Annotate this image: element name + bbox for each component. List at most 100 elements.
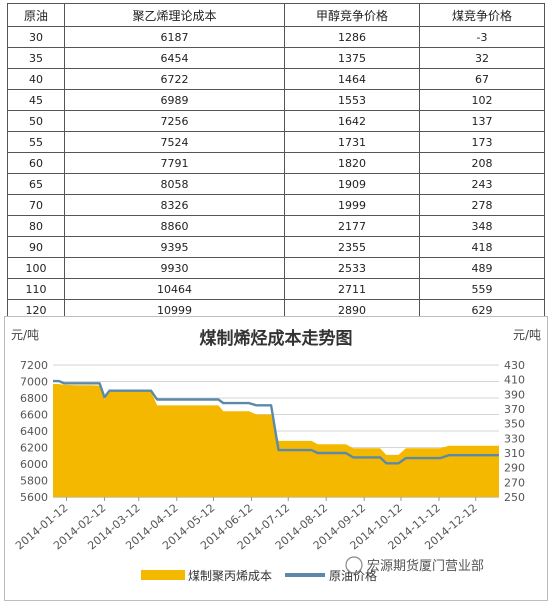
table-cell: 102: [419, 89, 545, 111]
table-cell: 10464: [64, 278, 285, 300]
column-header: 煤竞争价格: [419, 3, 545, 27]
table-row: 60 7791 1820 208: [7, 152, 545, 174]
table-cell: 65: [7, 173, 65, 195]
table-cell: 137: [419, 110, 545, 132]
table-cell: 418: [419, 236, 545, 258]
legend-label-crude: 原油价格: [329, 568, 377, 583]
y-left-tick-label: 6200: [20, 442, 48, 455]
y-left-tick-label: 5800: [20, 475, 48, 488]
table-cell: 6454: [64, 47, 285, 69]
table-header-row: 原油 聚乙烯理论成本 甲醇竞争价格 煤竞争价格: [7, 3, 545, 27]
cost-trend-chart: 煤制烯烃成本走势图 元/吨 元/吨 5600 5800 6000 6200 6400 66…: [4, 316, 548, 601]
y-left-tick-label: 6000: [20, 458, 48, 471]
table-cell: 6722: [64, 68, 285, 90]
cost-table-container: 原油 聚乙烯理论成本 甲醇竞争价格 煤竞争价格 30 6187 1286 -3 35 64…: [7, 3, 545, 321]
table-row: 45 6989 1553 102: [7, 89, 545, 111]
table-cell: 1909: [284, 173, 420, 195]
table-cell: 40: [7, 68, 65, 90]
table-cell: 1286: [284, 26, 420, 48]
table-cell: 35: [7, 47, 65, 69]
legend-label-coal-pp: 煤制聚丙烯成本: [188, 569, 272, 583]
table-cell: 9930: [64, 257, 285, 279]
table-cell: 30: [7, 26, 65, 48]
chart-canvas: 煤制烯烃成本走势图 元/吨 元/吨 5600 5800 6000 6200 6400 66…: [11, 328, 541, 583]
table-row: 55 7524 1731 173: [7, 131, 545, 153]
y-right-tick-label: 310: [504, 447, 525, 460]
table-cell: 1375: [284, 47, 420, 69]
table-cell: 2711: [284, 278, 420, 300]
table-cell: 243: [419, 173, 545, 195]
y-right-tick-label: 390: [504, 388, 525, 401]
table-row: 80 8860 2177 348: [7, 215, 545, 237]
table-cell: 45: [7, 89, 65, 111]
table-cell: 173: [419, 131, 545, 153]
y-left-tick-label: 6600: [20, 409, 48, 422]
table-cell: 559: [419, 278, 545, 300]
table-row: 70 8326 1999 278: [7, 194, 545, 216]
table-cell: 1464: [284, 68, 420, 90]
left-axis-unit: 元/吨: [11, 328, 39, 342]
y-right-tick-label: 370: [504, 403, 525, 416]
y-right-tick-label: 270: [504, 476, 525, 489]
table-cell: 7256: [64, 110, 285, 132]
table-cell: 110: [7, 278, 65, 300]
table-cell: 208: [419, 152, 545, 174]
right-axis-unit: 元/吨: [513, 328, 541, 342]
table-cell: 8860: [64, 215, 285, 237]
table-cell: 1553: [284, 89, 420, 111]
legend-swatch-crude: [285, 573, 325, 577]
watermark: 宏源期货厦门营业部: [345, 556, 484, 574]
table-cell: 489: [419, 257, 545, 279]
table-cell: 55: [7, 131, 65, 153]
table-cell: 70: [7, 194, 65, 216]
table-row: 40 6722 1464 67: [7, 68, 545, 90]
table-cell: 8326: [64, 194, 285, 216]
table-cell: 348: [419, 215, 545, 237]
cost-table: 原油 聚乙烯理论成本 甲醇竞争价格 煤竞争价格 30 6187 1286 -3 35 64…: [7, 3, 545, 321]
table-cell: -3: [419, 26, 545, 48]
table-cell: 2177: [284, 215, 420, 237]
table-cell: 50: [7, 110, 65, 132]
table-row: 35 6454 1375 32: [7, 47, 545, 69]
y-left-tick-label: 6800: [20, 392, 48, 405]
table-row: 65 8058 1909 243: [7, 173, 545, 195]
table-cell: 1642: [284, 110, 420, 132]
table-cell: 7524: [64, 131, 285, 153]
table-cell: 6989: [64, 89, 285, 111]
table-cell: 8058: [64, 173, 285, 195]
table-cell: 60: [7, 152, 65, 174]
y-right-tick-label: 350: [504, 418, 525, 431]
wechat-icon: [345, 556, 363, 574]
table-cell: 7791: [64, 152, 285, 174]
series-layer: [53, 379, 499, 497]
series-line-crude-price: [53, 379, 499, 465]
y-left-tick-label: 5600: [20, 491, 48, 504]
chart-title: 煤制烯烃成本走势图: [200, 328, 353, 349]
table-cell: 67: [419, 68, 545, 90]
legend-swatch-coal-pp: [141, 570, 185, 580]
column-header: 聚乙烯理论成本: [64, 3, 285, 27]
table-cell: 1999: [284, 194, 420, 216]
y-right-tick-label: 250: [504, 491, 525, 504]
table-row: 110 10464 2711 559: [7, 278, 545, 300]
table-body: 30 6187 1286 -3 35 6454 1375 32 40 6722 1464 67 45 69…: [7, 26, 545, 321]
table-cell: 2355: [284, 236, 420, 258]
table-row: 90 9395 2355 418: [7, 236, 545, 258]
table-row: 50 7256 1642 137: [7, 110, 545, 132]
y-right-tick-label: 430: [504, 359, 525, 372]
table-cell: 2533: [284, 257, 420, 279]
y-right-tick-label: 290: [504, 462, 525, 475]
y-right-tick-label: 330: [504, 432, 525, 445]
column-header: 原油: [7, 3, 65, 27]
legend: 煤制聚丙烯成本 原油价格: [141, 568, 377, 583]
y-right-tick-label: 410: [504, 374, 525, 387]
column-header: 甲醇竞争价格: [284, 3, 420, 27]
y-left-tick-label: 7200: [20, 359, 48, 372]
table-cell: 6187: [64, 26, 285, 48]
table-cell: 80: [7, 215, 65, 237]
table-cell: 9395: [64, 236, 285, 258]
table-cell: 278: [419, 194, 545, 216]
table-cell: 1731: [284, 131, 420, 153]
table-cell: 100: [7, 257, 65, 279]
y-left-tick-label: 6400: [20, 425, 48, 438]
